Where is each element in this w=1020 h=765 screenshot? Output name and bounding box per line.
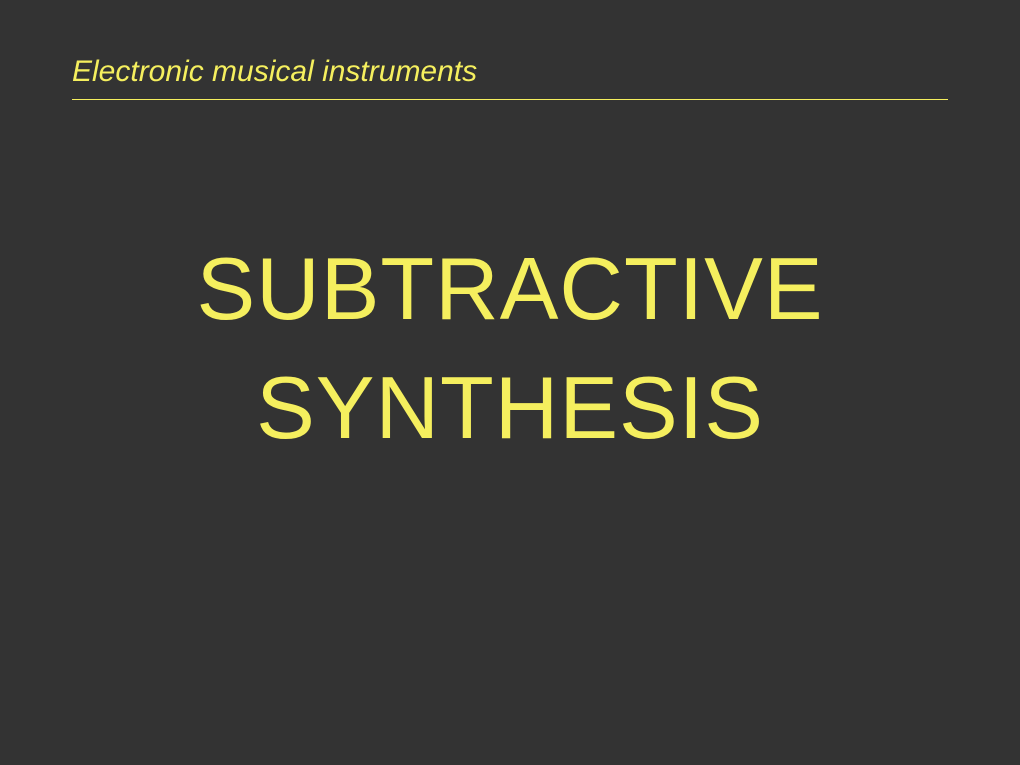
slide-container: Electronic musical instruments SUBTRACTI… xyxy=(0,0,1020,765)
slide-title: SUBTRACTIVE SYNTHESIS xyxy=(72,230,948,468)
slide-header: Electronic musical instruments xyxy=(72,55,948,100)
